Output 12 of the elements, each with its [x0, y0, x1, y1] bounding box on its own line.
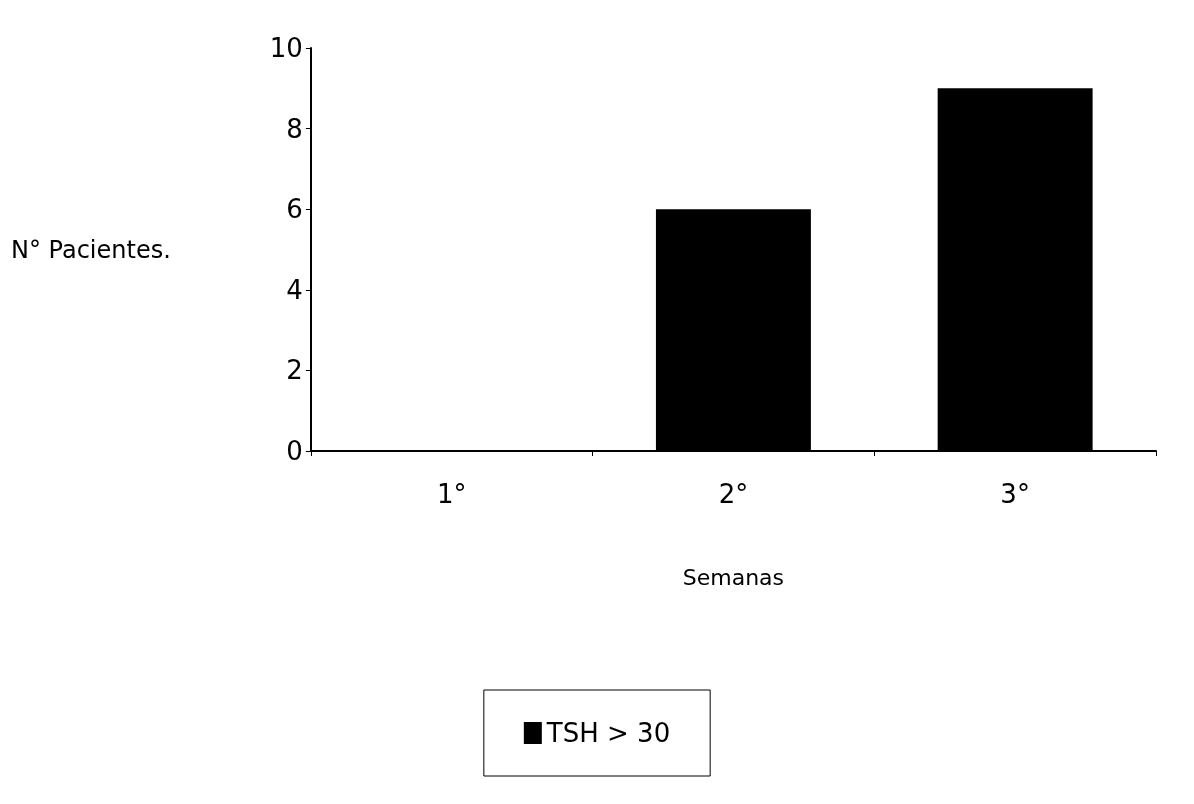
x-tick-label: 1°: [436, 479, 467, 509]
y-tick-label: 2: [286, 355, 303, 386]
y-axis-title: N° Pacientes.: [10, 235, 171, 264]
y-tick-label: 10: [269, 33, 303, 63]
x-axis-title: Semanas: [682, 564, 785, 590]
x-tick-label: 3°: [1000, 479, 1030, 509]
y-tick-label: 0: [286, 436, 303, 466]
y-tick-label: 6: [286, 194, 303, 225]
x-tick-label: 2°: [718, 479, 749, 509]
y-tick-label: 8: [286, 113, 303, 144]
legend-label: TSH > 30: [545, 718, 671, 748]
y-tick-label: 4: [286, 274, 303, 305]
